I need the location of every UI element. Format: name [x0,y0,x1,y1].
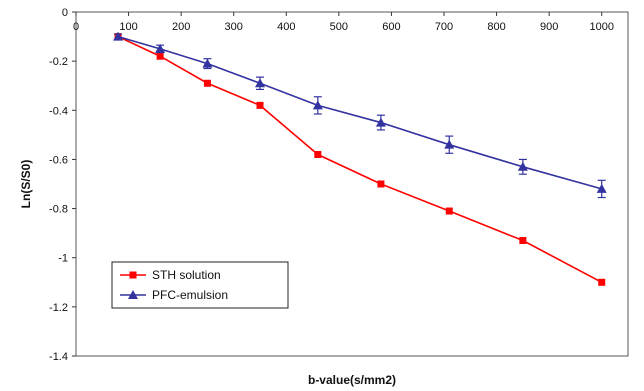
y-tick-label: -0.4 [49,105,68,117]
legend-marker [128,290,138,299]
x-tick-label: 800 [487,21,505,33]
x-tick-label: 400 [277,21,295,33]
x-axis-title: b-value(s/mm2) [308,373,396,387]
data-point [155,43,166,53]
legend-box [111,261,289,309]
y-tick-label: -1.2 [49,302,68,314]
y-axis: 0 -0.2 -0.4 -0.6 -0.8 -1 -1.2 -1.4 [49,7,76,363]
series-sth-solution [114,33,606,286]
y-tick-label: 0 [62,7,68,19]
data-point [203,79,211,87]
data-point [255,78,265,88]
x-tick-label: 100 [119,21,137,33]
legend: STH solution PFC-emulsion [111,261,289,309]
data-point [256,101,264,109]
data-point [598,278,606,286]
x-tick-label: 900 [540,21,558,33]
y-tick-label: -1 [58,253,68,265]
legend-label: PFC-emulsion [152,288,228,302]
y-axis-title: Ln(S/S0) [19,160,33,209]
data-point [202,58,213,68]
data-point [375,117,386,127]
series-layer [113,31,607,286]
x-tick-label: 0 [73,21,79,33]
data-point [517,161,528,171]
x-axis: 0 100 200 300 400 500 600 700 800 900 1000 [73,12,614,33]
x-tick-label: 600 [382,21,400,33]
y-tick-label: -0.2 [49,56,68,68]
data-point [113,31,124,41]
legend-item: STH solution [120,268,221,282]
legend-marker [129,271,137,279]
y-tick-label: -1.4 [49,351,68,363]
data-point [312,100,323,110]
data-point [377,180,385,188]
y-tick-label: -0.6 [49,154,68,166]
x-tick-label: 1000 [589,21,613,33]
x-tick-label: 700 [435,21,453,33]
data-point [156,52,164,60]
series-pfc-emulsion [113,31,607,199]
legend-item: PFC-emulsion [120,288,228,302]
data-point [444,139,455,149]
data-point [314,151,322,159]
data-point [519,237,527,245]
legend-label: STH solution [152,268,221,282]
x-tick-label: 200 [172,21,190,33]
y-tick-label: -0.8 [49,204,68,216]
x-tick-label: 500 [330,21,348,33]
x-tick-label: 300 [225,21,243,33]
data-point [445,207,453,215]
data-point [596,183,607,193]
